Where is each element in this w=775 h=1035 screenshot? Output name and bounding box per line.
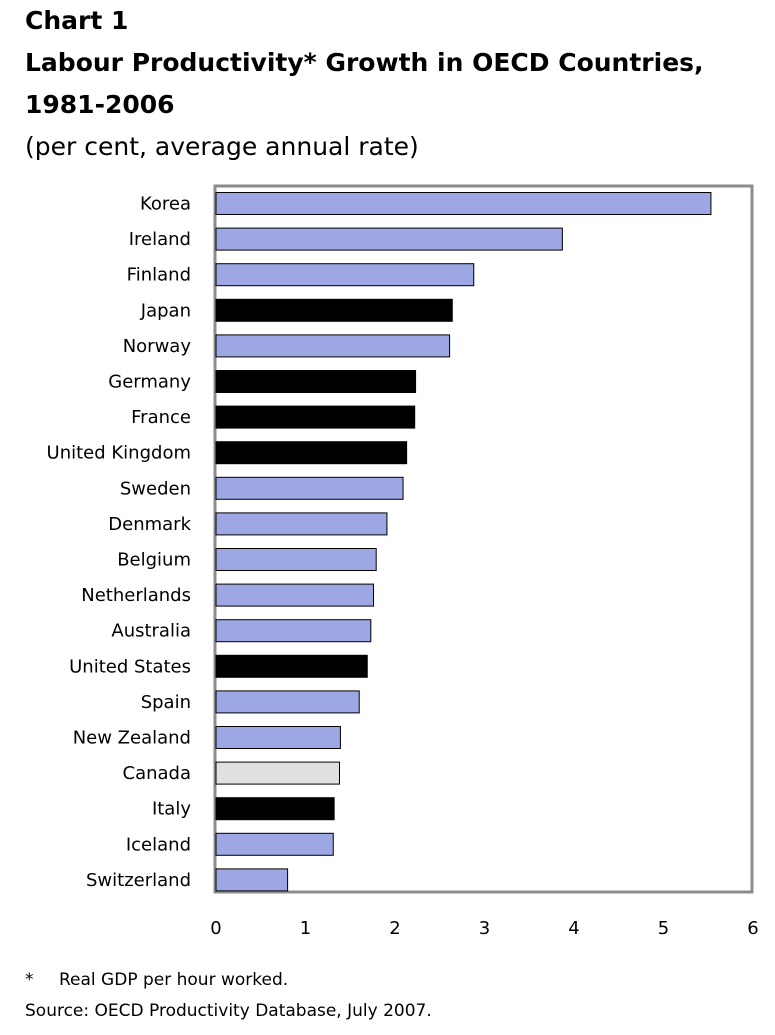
bar-united-states: [215, 654, 368, 678]
bar-netherlands: [215, 583, 375, 607]
bars-group: [215, 192, 712, 892]
category-label-germany: Germany: [108, 372, 191, 393]
category-label-norway: Norway: [123, 336, 192, 357]
bar-italy: [215, 797, 335, 821]
chart-number: Chart 1: [25, 6, 129, 35]
bar-iceland: [215, 832, 334, 856]
category-label-finland: Finland: [127, 265, 191, 286]
category-label-united-states: United States: [69, 656, 191, 677]
x-tick-label-3: 3: [479, 918, 490, 939]
category-label-ireland: Ireland: [129, 229, 191, 250]
source-note: Source: OECD Productivity Database, July…: [25, 1001, 432, 1021]
bar-united-kingdom: [215, 441, 408, 465]
bar-new-zealand: [215, 726, 341, 749]
bar-korea: [215, 192, 712, 215]
bar-canada: [215, 761, 341, 785]
footnote-mark: *: [25, 970, 34, 990]
category-label-new-zealand: New Zealand: [73, 728, 191, 749]
category-label-switzerland: Switzerland: [86, 870, 191, 891]
x-tick-label-1: 1: [300, 918, 311, 939]
category-label-italy: Italy: [152, 799, 191, 820]
bar-switzerland: [215, 868, 289, 892]
chart-title-line-2: 1981-2006: [25, 90, 175, 119]
bar-japan: [215, 298, 453, 322]
x-axis-tick-labels: 0 1 2 3 4 5 6: [210, 918, 758, 939]
bar-spain: [215, 690, 360, 714]
footnote: * Real GDP per hour worked.: [25, 970, 288, 990]
bar-sweden: [215, 476, 404, 500]
bar-denmark: [215, 512, 388, 536]
category-label-netherlands: Netherlands: [81, 585, 191, 606]
bar-france: [215, 405, 416, 429]
x-tick-label-0: 0: [210, 918, 221, 939]
bar-belgium: [215, 548, 377, 571]
chart-subtitle: (per cent, average annual rate): [25, 132, 419, 161]
footnote-text: Real GDP per hour worked.: [59, 970, 289, 990]
x-tick-label-5: 5: [658, 918, 669, 939]
category-label-korea: Korea: [140, 194, 191, 215]
plot-frame: [213, 184, 754, 894]
category-label-canada: Canada: [123, 763, 192, 784]
x-tick-label-6: 6: [747, 918, 758, 939]
category-label-australia: Australia: [111, 621, 191, 642]
bar-germany: [215, 370, 417, 393]
category-label-japan: Japan: [140, 300, 191, 321]
category-label-sweden: Sweden: [120, 478, 191, 499]
bar-australia: [215, 619, 372, 643]
x-tick-label-4: 4: [568, 918, 579, 939]
bar-ireland: [215, 227, 563, 251]
category-label-iceland: Iceland: [126, 834, 191, 855]
category-label-belgium: Belgium: [117, 550, 191, 571]
x-tick-label-2: 2: [389, 918, 400, 939]
category-labels: Korea Ireland Finland Japan Norway Germany Fra…: [47, 194, 192, 891]
category-label-denmark: Denmark: [108, 514, 191, 535]
chart-title-line-1: Labour Productivity* Growth in OECD Coun…: [25, 48, 704, 77]
category-label-spain: Spain: [141, 692, 191, 713]
bar-norway: [215, 334, 451, 358]
bar-finland: [215, 263, 475, 287]
category-label-france: France: [131, 407, 191, 428]
category-label-united-kingdom: United Kingdom: [47, 443, 191, 464]
